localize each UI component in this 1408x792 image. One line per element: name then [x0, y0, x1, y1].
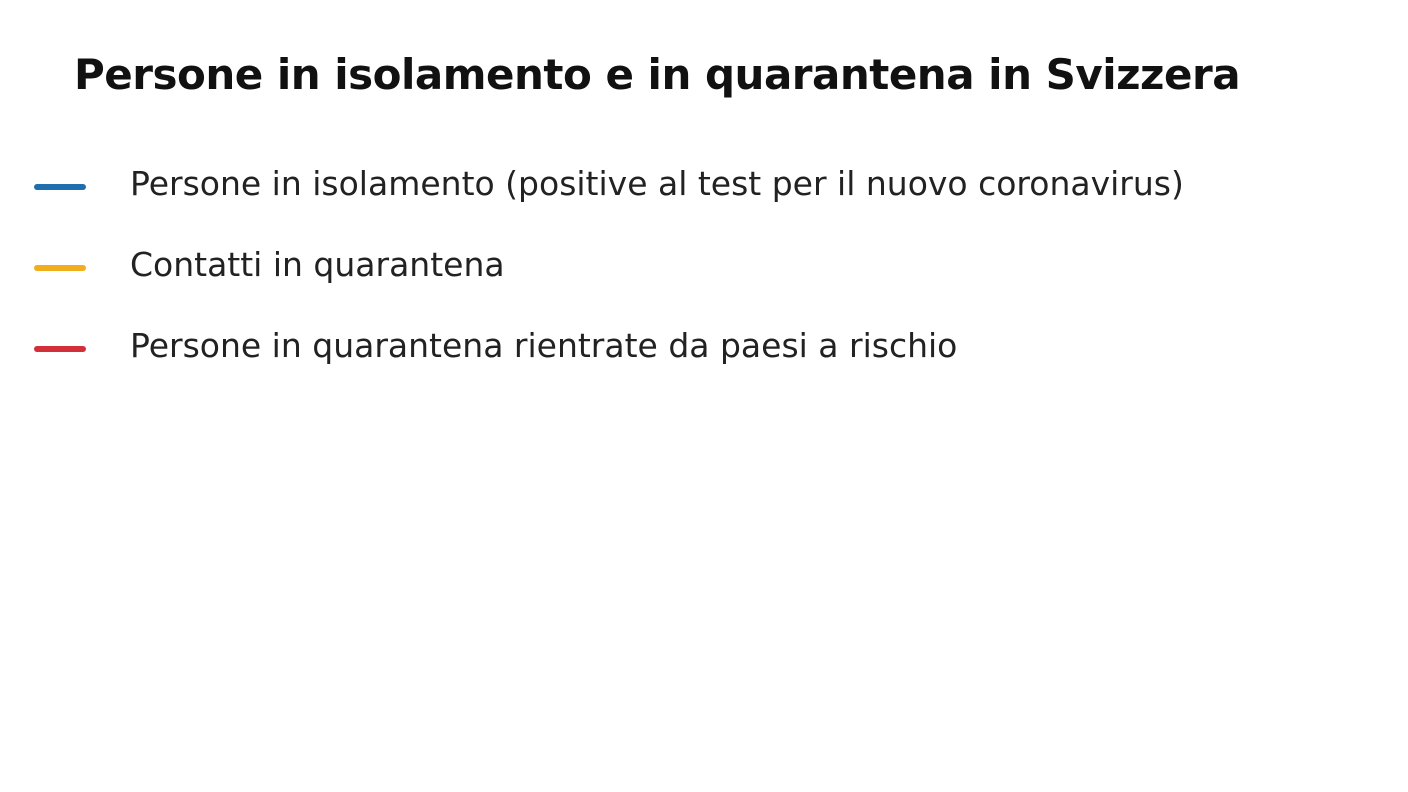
legend-label-contatti: Contatti in quarantena: [130, 245, 505, 284]
legend-label-isolamento: Persone in isolamento (positive al test …: [130, 164, 1184, 203]
legend-swatch-isolamento: [34, 184, 86, 190]
legend-swatch-rientrati: [34, 346, 86, 352]
legend-swatch-contatti: [34, 265, 86, 271]
legend-label-rientrati: Persone in quarantena rientrate da paesi…: [130, 326, 958, 365]
line-chart: 5’00010’00015’000: [0, 400, 1408, 792]
chart-title: Persone in isolamento e in quarantena in…: [74, 50, 1241, 99]
